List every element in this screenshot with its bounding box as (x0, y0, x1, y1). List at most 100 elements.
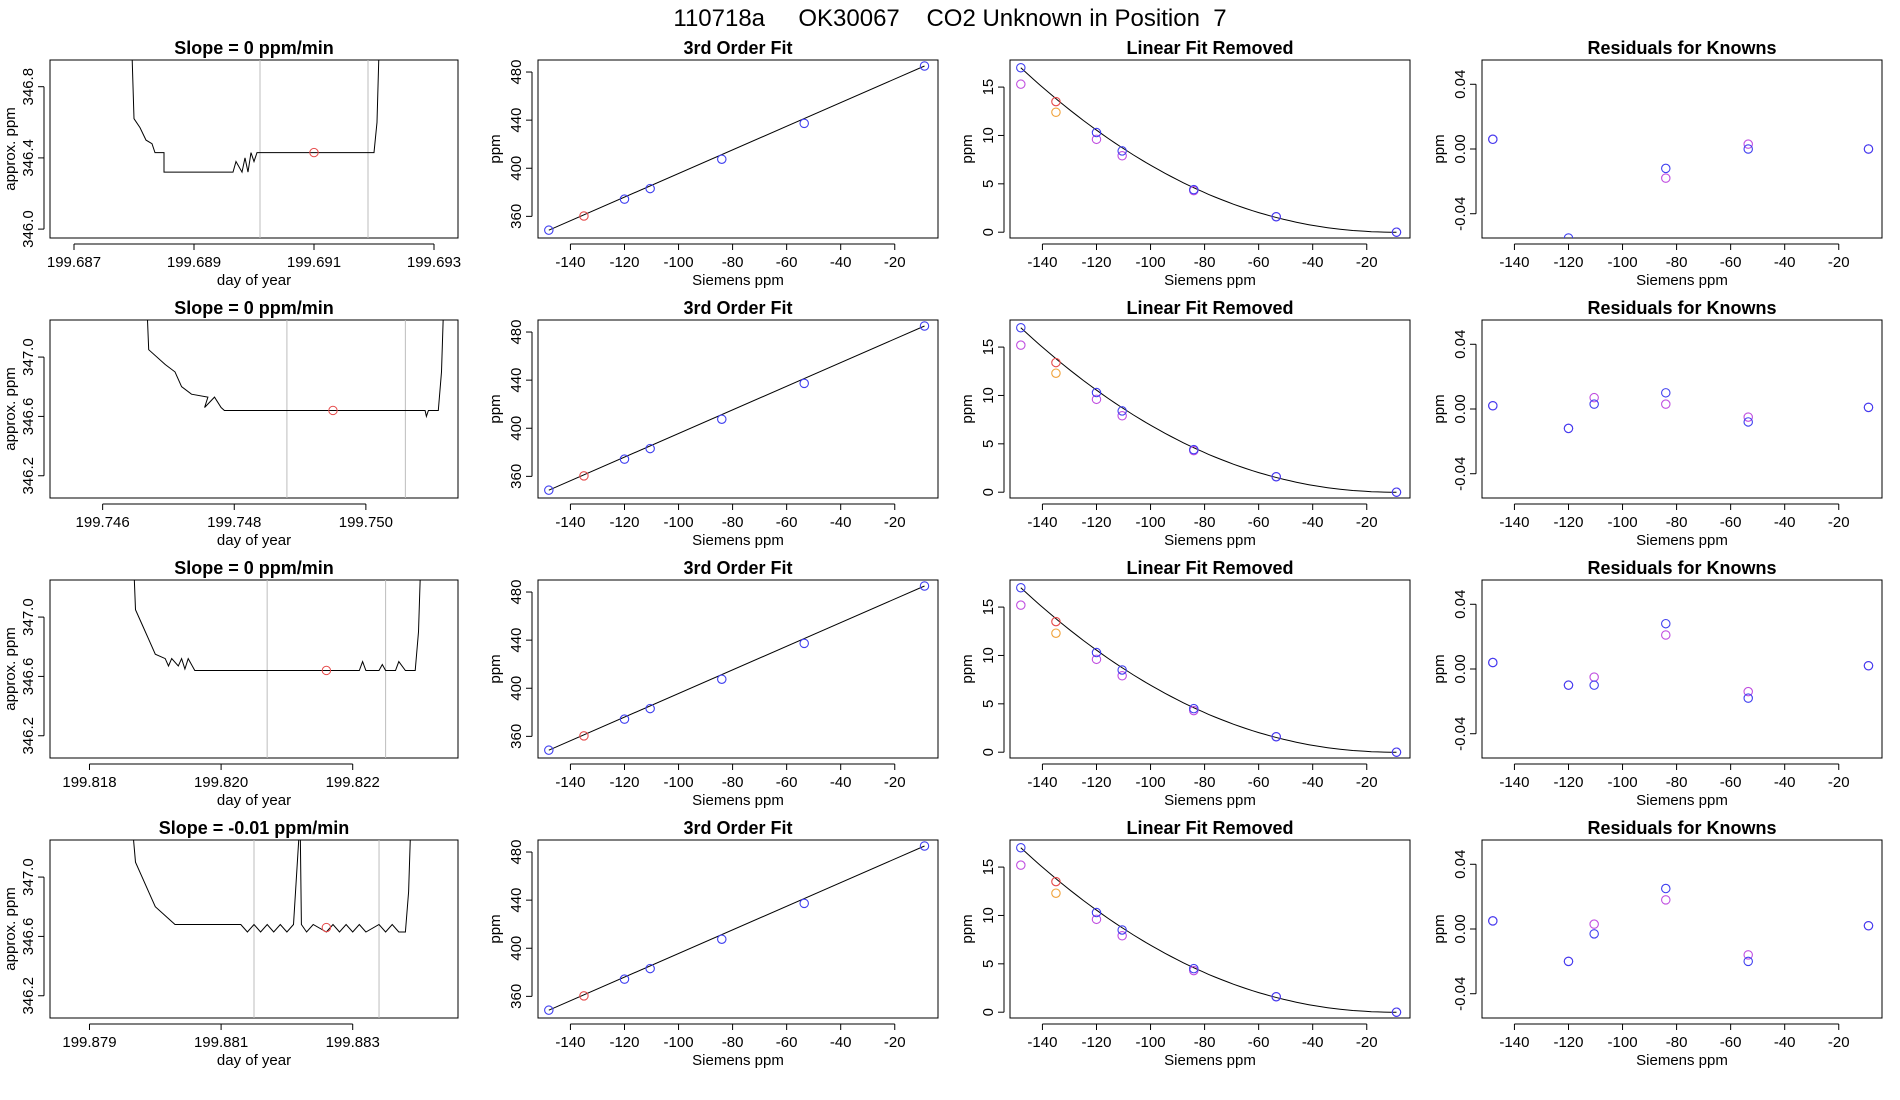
concentration-trace (133, 580, 421, 671)
panel-r0-c2: Linear Fit Removed -140 -120 -100 -80 -60 -40 -… (959, 38, 1411, 289)
x-tick-label: -120 (1081, 1034, 1111, 1051)
known-standard-point-alt (1743, 950, 1753, 960)
known-standard-point-alt (1743, 412, 1753, 422)
x-tick-label: -140 (555, 774, 585, 791)
x-tick-label: -40 (1774, 514, 1796, 531)
panel-r1-c0: Slope = 0 ppm/min 199.746 199.748 199.750 da… (2, 298, 459, 549)
y-tick-label: -0.04 (1452, 977, 1469, 1011)
panel-r0-c3: Residuals for Knowns -140 -120 -100 -80 -60 -4… (1431, 38, 1883, 289)
plot-frame (1009, 319, 1411, 499)
x-axis-label: day of year (217, 532, 291, 549)
y-tick-label: 360 (508, 204, 525, 229)
known-standard-point (1863, 921, 1874, 931)
panel-r3-c1: 3rd Order Fit -140 -120 -100 -80 -60 -40 -20 Sie… (487, 818, 939, 1069)
panel-r2-c3: Residuals for Knowns -140 -120 -100 -80 -60 -4… (1431, 558, 1883, 809)
known-standard-point (1117, 925, 1127, 935)
x-tick-label: -80 (722, 514, 744, 531)
x-tick-label: -80 (1194, 774, 1216, 791)
x-tick-label: -100 (1136, 1034, 1166, 1051)
known-standard-point-alt (1117, 151, 1127, 161)
x-tick-label: 199.820 (194, 774, 248, 791)
x-tick-label: -60 (1720, 254, 1742, 271)
known-standard-point-alt (1091, 654, 1102, 665)
known-standard-point (1091, 907, 1102, 918)
plot-area (1488, 388, 1874, 434)
x-tick-label: -20 (884, 774, 906, 791)
x-tick-label: -100 (1608, 254, 1638, 271)
x-tick-label: -120 (609, 254, 639, 271)
y-tick-label: 346.2 (20, 457, 37, 495)
y-tick-label: 0.04 (1452, 330, 1469, 359)
unknown-point (579, 731, 589, 741)
x-tick-label: -20 (1356, 1034, 1378, 1051)
plot-frame (1009, 839, 1411, 1019)
y-tick-label: 480 (508, 320, 525, 345)
known-standard-point (799, 378, 809, 389)
x-tick-label: -140 (1027, 254, 1057, 271)
x-tick-label: -100 (1608, 1034, 1638, 1051)
x-axis-label: Siemens ppm (692, 272, 784, 289)
known-standard-point-alt (1661, 173, 1671, 183)
x-tick-label: -100 (664, 254, 694, 271)
y-tick-label: 346.6 (20, 658, 37, 696)
known-standard-point (1661, 163, 1671, 174)
x-tick-label: -120 (1553, 254, 1583, 271)
y-axis-label: ppm (959, 394, 976, 423)
plot-frame (49, 59, 459, 239)
panel-title: Slope = 0 ppm/min (174, 298, 334, 318)
known-standard-point-alt (1016, 860, 1026, 870)
x-tick-label: -60 (1248, 1034, 1270, 1051)
y-axis-label: approx. ppm (2, 627, 19, 710)
y-tick-label: 0 (980, 1008, 997, 1016)
panel-r1-c1: 3rd Order Fit -140 -120 -100 -80 -60 -40 -20 Sie… (487, 298, 939, 549)
x-tick-label: -60 (1720, 514, 1742, 531)
x-tick-label: -40 (830, 1034, 852, 1051)
panel-r0-c0: Slope = 0 ppm/min 199.687 199.689 199.691 19… (2, 38, 461, 289)
figure-title: 110718a OK30067 CO2 Unknown in Position … (673, 5, 1226, 32)
panel-title: Linear Fit Removed (1126, 298, 1293, 318)
known-standard-point (1189, 184, 1199, 195)
panel-r3-c0: Slope = -0.01 ppm/min 199.879 199.881 199.8… (2, 818, 459, 1069)
y-tick-label: 346.2 (20, 977, 37, 1015)
known-standard-point (1488, 657, 1498, 668)
known-standard-point (1391, 1007, 1402, 1017)
x-tick-label: -60 (1720, 774, 1742, 791)
unknown-point-alt (1051, 368, 1061, 378)
panel-title: Residuals for Knowns (1587, 38, 1776, 58)
known-standard-point (645, 703, 655, 714)
unknown-mean-point (309, 147, 319, 158)
y-axis-label: ppm (959, 134, 976, 163)
x-tick-label: 199.691 (287, 254, 341, 271)
plot-frame (537, 839, 939, 1019)
x-tick-label: -80 (1666, 514, 1688, 531)
y-axis-label: ppm (959, 654, 976, 683)
panel-title: 3rd Order Fit (683, 298, 792, 318)
y-tick-label: 10 (980, 907, 997, 924)
x-tick-label: -60 (776, 774, 798, 791)
plot-frame (1481, 579, 1883, 759)
known-standard-point (619, 974, 630, 984)
x-axis-label: Siemens ppm (1164, 1052, 1256, 1069)
y-axis-label: approx. ppm (2, 107, 19, 190)
known-standard-point-alt (1661, 630, 1671, 640)
known-standard-point (1091, 387, 1102, 398)
plot-area (1016, 842, 1402, 1017)
known-standard-point (1488, 401, 1498, 411)
y-tick-label: -0.04 (1452, 197, 1469, 231)
unknown-point (1051, 357, 1061, 368)
x-tick-label: -60 (776, 514, 798, 531)
x-tick-label: -100 (1136, 514, 1166, 531)
y-tick-label: 5 (980, 960, 997, 968)
known-standard-point (1189, 444, 1199, 455)
plot-frame (537, 319, 939, 499)
y-axis-label: ppm (487, 914, 504, 943)
concentration-trace (131, 60, 380, 174)
y-tick-label: 440 (508, 888, 525, 913)
y-tick-label: 5 (980, 440, 997, 448)
x-tick-label: -100 (1136, 254, 1166, 271)
plot-frame (1481, 59, 1883, 239)
x-tick-label: -20 (1828, 254, 1850, 271)
x-tick-label: 199.750 (339, 514, 393, 531)
x-axis-label: day of year (217, 792, 291, 809)
